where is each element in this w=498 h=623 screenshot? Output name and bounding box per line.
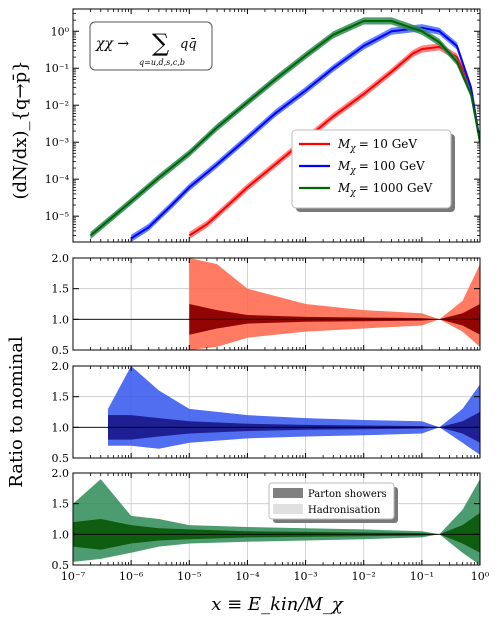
ratio-100-x-ticks: [72, 366, 481, 458]
y-tick-label: 10⁻¹: [45, 62, 69, 75]
x-axis-label: x ≡ E_kin/M_χ: [211, 594, 344, 615]
x-tick-label: 10⁰: [471, 570, 490, 583]
x-tick-label: 10⁻³: [293, 570, 317, 583]
y-tick-label: 1.0: [52, 421, 70, 434]
spectrum-series-group: [89, 17, 480, 242]
ratio-1000-frame: [72, 472, 481, 566]
legend-label-1: Mχ = 100 GeV: [337, 159, 425, 176]
ratio-legend-label-hadronisation: Hadronisation: [308, 505, 381, 516]
annotation-subscript: q=u,d,s,c,b: [139, 58, 185, 67]
ratio-band-hadronisation: [189, 258, 480, 350]
y-tick-label: 0.5: [52, 452, 70, 465]
x-tick-label: 10⁻⁴: [235, 570, 260, 583]
x-tick-label: 10⁻²: [352, 570, 376, 583]
annotation-main: χχ →: [95, 36, 129, 52]
y-tick-label: 2.0: [52, 467, 70, 480]
ratio-y-label: Ratio to nominal: [6, 336, 27, 488]
legend-symbol: M: [337, 181, 351, 195]
y-tick-label: 10⁻⁴: [45, 173, 70, 186]
y-tick-label: 0.5: [52, 344, 70, 357]
ratio-legend-label-showers: Parton showers: [308, 489, 387, 500]
legend-symbol: M: [337, 137, 351, 151]
y-tick-label: 10⁻²: [45, 99, 69, 112]
legend-subscript: χ: [349, 188, 356, 198]
ratio-100-frame: [72, 365, 481, 459]
legend-subscript: χ: [349, 166, 356, 176]
ratio-1000-x-ticks: 10⁻⁷ 10⁻⁶ 10⁻⁵ 10⁻⁴ 10⁻³ 10⁻² 10⁻¹ 10⁰: [61, 473, 490, 583]
legend-symbol: M: [337, 159, 351, 173]
x-tick-label: 10⁻⁶: [119, 570, 144, 583]
annotation-box: [89, 21, 213, 71]
ratio-10-x-ticks: [72, 258, 481, 350]
spectrum-frame: [72, 8, 481, 243]
y-tick-label: 2.0: [52, 360, 70, 373]
ratio-band-hadronisation: [108, 366, 480, 455]
annotation-sigma: ∑: [152, 29, 169, 57]
spectrum-line-2: [89, 20, 480, 237]
legend-value: = 100 GeV: [359, 159, 425, 173]
x-tick-label: 10⁻¹: [410, 570, 434, 583]
ratio-panel-1000: 0.51.01.52.0 10⁻⁷ 10⁻⁶ 10⁻⁵ 10⁻⁴ 10⁻³ 10⁻² 10⁻…: [52, 467, 490, 583]
spectrum-line-1: [130, 26, 480, 240]
legend-value: = 10 GeV: [359, 137, 418, 151]
y-tick-label: 10⁻³: [45, 136, 69, 149]
ratio-10-y-ticks: 0.5 1.0 1.5 2.0: [52, 252, 480, 357]
annotation-term: qq̄: [180, 37, 197, 52]
ratio-100-bands: [108, 366, 480, 455]
ratio-band-parton-showers: [73, 512, 480, 553]
ratio-legend-swatch-hadronisation: [273, 504, 303, 514]
y-tick-label: 10⁰: [51, 25, 70, 38]
spectrum-panel: 10⁻⁵ 10⁻⁴ 10⁻³ 10⁻² 10⁻¹ 10⁰ χχ → ∑ q=u,d,s,c…: [10, 8, 481, 243]
ratio-panel-10: 0.5 1.0 1.5 2.0: [52, 252, 481, 357]
spectrum-y-label: (dN/dx)_{q→p̄}: [10, 60, 31, 199]
ratio-100-y-ticks: 0.5 1.0 1.5 2.0: [52, 360, 480, 465]
legend-subscript: χ: [349, 144, 356, 154]
y-tick-label: 1.5: [52, 283, 70, 296]
y-tick-label: 0.5: [52, 559, 70, 572]
y-tick-label: 1.0: [52, 313, 70, 326]
y-tick-label: 10⁻⁵: [45, 210, 69, 223]
legend-label-0: Mχ = 10 GeV: [337, 137, 417, 154]
legend-box: [291, 129, 452, 209]
y-tick-label: 1.5: [52, 391, 70, 404]
ratio-band-hadronisation: [73, 479, 480, 565]
spectrum-y-ticks: 10⁻⁵ 10⁻⁴ 10⁻³ 10⁻² 10⁻¹ 10⁰: [45, 8, 480, 243]
y-tick-label: 2.0: [52, 252, 70, 265]
legend-label-2: Mχ = 1000 GeV: [337, 181, 433, 198]
ratio-panel-100: 0.5 1.0 1.5 2.0: [52, 360, 481, 465]
ratio-1000-y-ticks: 0.5 1.0 1.5 2.0: [52, 467, 480, 572]
ratio-legend-swatch-showers: [273, 488, 303, 498]
ratio-10-bands: [189, 258, 480, 350]
x-tick-label: 10⁻⁷: [61, 570, 86, 583]
y-tick-label: 1.5: [52, 498, 70, 511]
spectrum-x-ticks: [72, 9, 481, 242]
y-tick-label: 1.0: [52, 528, 70, 541]
ratio-1000-bands: [73, 479, 480, 565]
x-tick-label: 10⁻⁵: [177, 570, 201, 583]
legend-value: = 1000 GeV: [359, 181, 433, 195]
process-annotation: χχ → ∑ q=u,d,s,c,b qq̄: [89, 21, 213, 71]
ratio-legend: Parton showers Hadronisation: [268, 482, 398, 523]
ratio-10-frame: [72, 257, 481, 351]
